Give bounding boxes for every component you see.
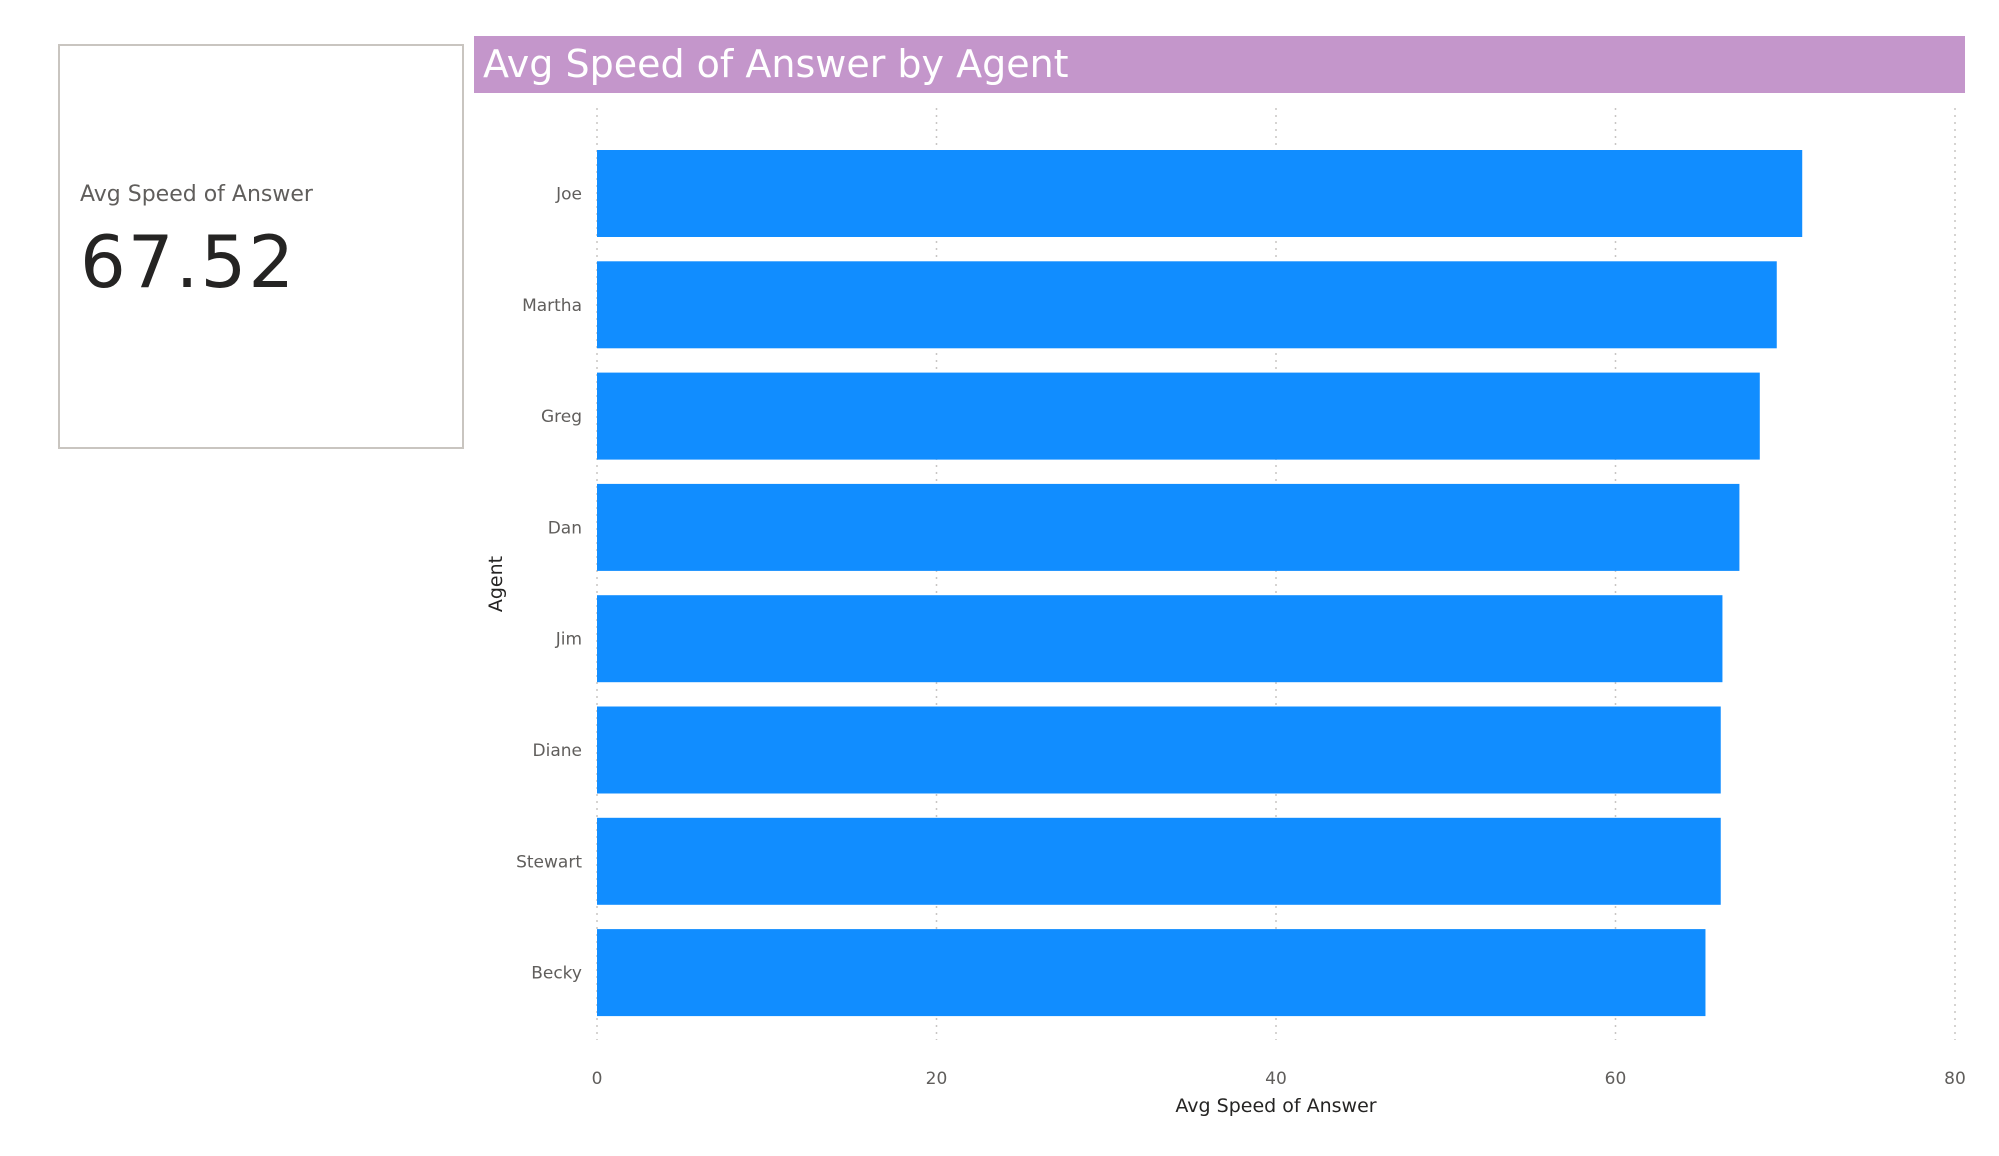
x-tick-label: 40 [1265,1069,1287,1089]
x-tick-label: 60 [1605,1069,1627,1089]
bar-jim[interactable] [597,595,1723,683]
y-tick-label: Becky [531,964,582,984]
x-tick-label: 20 [926,1069,948,1089]
x-axis-title: Avg Speed of Answer [1175,1095,1376,1117]
chart-title: Avg Speed of Answer by Agent [483,42,1069,86]
y-tick-label: Diane [533,741,582,761]
bar-stewart[interactable] [597,817,1721,905]
y-axis-tick-labels: Joe Martha Greg Dan Jim Diane Stewart Becky [516,185,582,984]
kpi-value: 67.52 [80,220,297,304]
x-axis-tick-labels: 0 20 40 60 80 [592,1069,1966,1089]
x-tick-label: 0 [592,1069,603,1089]
kpi-label: Avg Speed of Answer [80,182,313,207]
bars [597,150,1803,1017]
y-tick-label: Stewart [516,852,582,872]
y-tick-label: Joe [555,185,582,205]
y-tick-label: Martha [522,296,582,316]
bar-dan[interactable] [597,483,1740,571]
kpi-card[interactable]: Avg Speed of Answer 67.52 [58,44,464,449]
bar-becky[interactable] [597,929,1706,1017]
y-axis-title: Agent [485,556,507,612]
bar-martha[interactable] [597,261,1777,349]
x-tick-label: 80 [1944,1069,1966,1089]
y-tick-label: Greg [541,407,582,427]
bar-joe[interactable] [597,150,1803,237]
bar-diane[interactable] [597,706,1721,794]
y-tick-label: Dan [548,518,582,538]
y-tick-label: Jim [555,630,582,650]
chart-title-bar: Avg Speed of Answer by Agent [474,36,1965,93]
bar-greg[interactable] [597,372,1760,460]
